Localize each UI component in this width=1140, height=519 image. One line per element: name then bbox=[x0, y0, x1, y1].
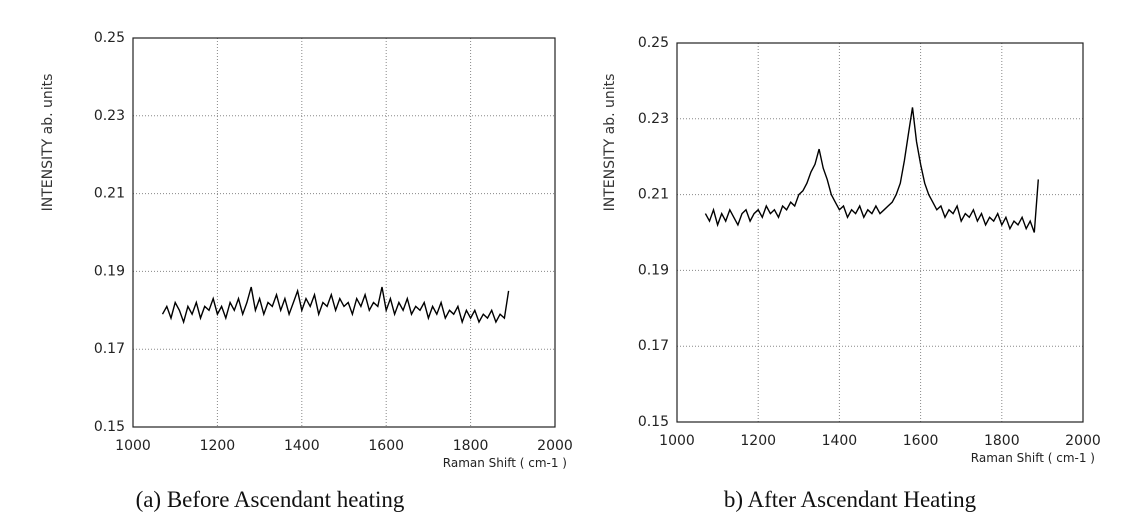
x-tick-label: 1400 bbox=[284, 438, 320, 454]
y-tick-label: 0.21 bbox=[638, 187, 669, 203]
x-tick-label: 2000 bbox=[1065, 433, 1101, 449]
y-axis-label: INTENSITY ab. units bbox=[40, 74, 56, 212]
y-tick-label: 0.17 bbox=[638, 338, 669, 354]
x-axis-label: Raman Shift ( cm-1 ) bbox=[971, 451, 1095, 465]
y-tick-label: 0.21 bbox=[94, 186, 125, 202]
y-tick-label: 0.19 bbox=[94, 263, 125, 279]
y-tick-label: 0.25 bbox=[638, 35, 669, 51]
x-tick-label: 1200 bbox=[740, 433, 776, 449]
plot-frame bbox=[676, 42, 1084, 423]
caption: b) After Ascendant Heating bbox=[724, 487, 977, 512]
y-tick-label: 0.23 bbox=[94, 108, 125, 124]
y-tick-label: 0.15 bbox=[94, 419, 125, 435]
y-tick-label: 0.19 bbox=[638, 262, 669, 278]
x-tick-label: 1600 bbox=[903, 433, 939, 449]
x-tick-label: 1800 bbox=[453, 438, 489, 454]
x-axis-label: Raman Shift ( cm-1 ) bbox=[443, 456, 567, 470]
x-tick-label: 2000 bbox=[537, 438, 573, 454]
x-tick-label: 1000 bbox=[115, 438, 151, 454]
caption: (a) Before Ascendant heating bbox=[136, 487, 405, 512]
x-tick-label: 1200 bbox=[200, 438, 236, 454]
x-tick-label: 1000 bbox=[659, 433, 695, 449]
spectrum-line bbox=[161, 286, 510, 325]
x-tick-label: 1600 bbox=[368, 438, 404, 454]
y-axis-label: INTENSITY ab. units bbox=[602, 74, 618, 212]
spectrum-line bbox=[704, 107, 1039, 233]
x-tick-label: 1800 bbox=[984, 433, 1020, 449]
y-tick-label: 0.23 bbox=[638, 111, 669, 127]
y-tick-label: 0.15 bbox=[638, 414, 669, 430]
plot-frame bbox=[132, 37, 556, 428]
y-tick-label: 0.17 bbox=[94, 341, 125, 357]
y-tick-label: 0.25 bbox=[94, 30, 125, 46]
x-tick-label: 1400 bbox=[822, 433, 858, 449]
